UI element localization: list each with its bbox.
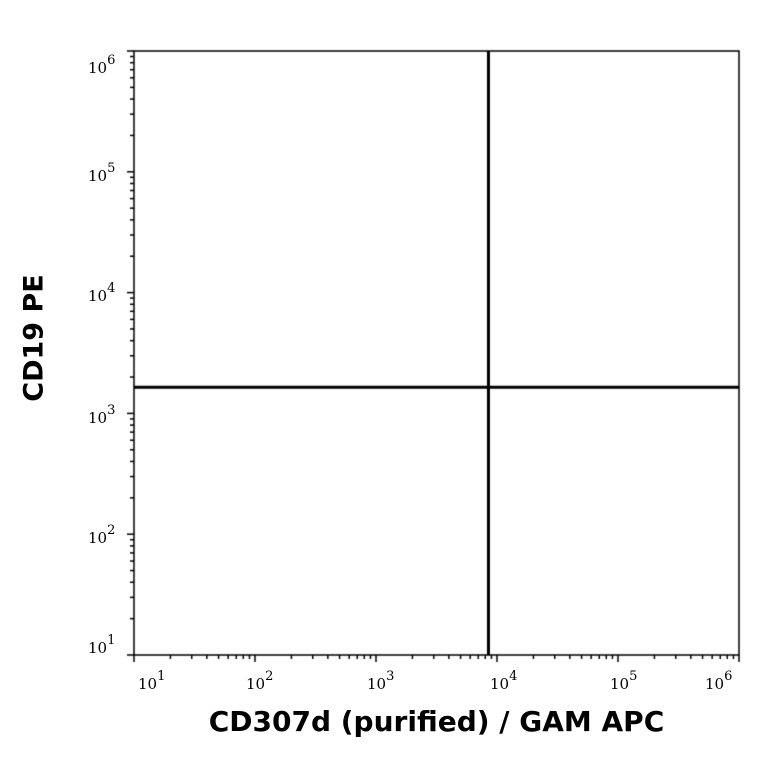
y-tick-label: 101 bbox=[88, 633, 116, 657]
y-tick-label: 103 bbox=[88, 403, 116, 427]
y-tick-label: 102 bbox=[88, 523, 116, 547]
y-tick-label: 106 bbox=[88, 53, 116, 77]
y-axis-label-text: CD19 PE bbox=[18, 274, 50, 402]
x-tick-label: 102 bbox=[246, 669, 274, 693]
x-tick-label: 103 bbox=[367, 669, 395, 693]
y-tick-label: 105 bbox=[88, 161, 116, 185]
x-axis-label: CD307d (purified) / GAM APC bbox=[208, 705, 665, 738]
x-tick-label: 101 bbox=[138, 669, 166, 693]
x-tick-label: 104 bbox=[490, 669, 518, 693]
y-tick-label: 104 bbox=[88, 281, 116, 305]
y-axis-label: CD19 PE bbox=[14, 238, 54, 438]
x-tick-label: 105 bbox=[610, 669, 638, 693]
x-tick-label: 106 bbox=[705, 669, 733, 693]
